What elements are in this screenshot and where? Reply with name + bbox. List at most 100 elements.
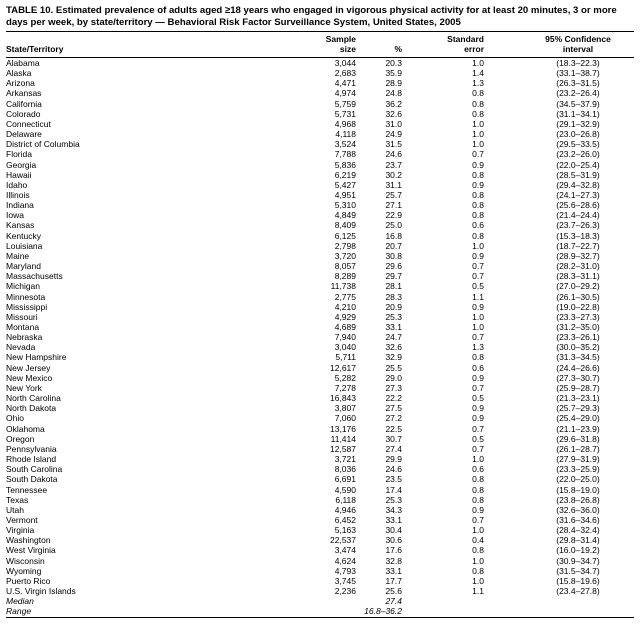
cell-standard-error: 0.9 (472, 250, 484, 261)
cell-confidence-interval: (31.1–34.1) (556, 108, 600, 119)
table-row: Florida 7,788 24.6 0.7 (23.2–26.0) (6, 149, 634, 159)
cell-standard-error: 0.8 (472, 189, 484, 200)
cell-standard-error: 1.0 (472, 575, 484, 586)
cell-standard-error: 0.9 (472, 301, 484, 312)
cell-confidence-interval (492, 596, 634, 606)
table-body: Alabama 3,044 20.3 1.0 (18.3–22.3) Alaska 2,68… (6, 57, 634, 617)
cell-percent: 25.7 (385, 189, 402, 200)
cell-standard-error: 1.0 (472, 311, 484, 322)
cell-confidence-interval: (28.9–32.7) (556, 250, 600, 261)
cell-percent: 24.9 (385, 129, 402, 140)
cell-state: Connecticut (6, 118, 51, 129)
cell-confidence-interval: (25.7–29.3) (556, 403, 600, 414)
cell-confidence-interval (492, 606, 634, 617)
cell-state: Delaware (6, 129, 42, 140)
table-row: Colorado 5,731 32.6 0.8 (31.1–34.1) (6, 109, 634, 119)
table-row: Indiana 5,310 27.1 0.8 (25.6–28.6) (6, 200, 634, 210)
cell-standard-error: 0.7 (472, 149, 484, 160)
cell-confidence-interval: (21.4–24.4) (556, 210, 600, 221)
cell-standard-error (402, 606, 492, 617)
table-row: Puerto Rico 3,745 17.7 1.0 (15.8–19.6) (6, 576, 634, 586)
cell-standard-error: 0.9 (472, 179, 484, 190)
cell-sample-size: 11,414 (330, 433, 356, 444)
cell-standard-error: 0.8 (472, 494, 484, 505)
cell-state: Minnesota (6, 291, 46, 302)
cell-confidence-interval: (26.3–31.5) (556, 78, 600, 89)
cell-confidence-interval: (15.3–18.3) (556, 230, 600, 241)
cell-state: Colorado (6, 108, 41, 119)
cell-standard-error: 1.0 (472, 57, 484, 68)
cell-percent: 20.9 (385, 301, 402, 312)
cell-sample-size: 5,731 (334, 108, 356, 119)
cell-standard-error: 0.7 (472, 443, 484, 454)
cell-state: Tennessee (6, 484, 48, 495)
cell-percent: 33.1 (385, 514, 402, 525)
cell-confidence-interval: (22.0–25.0) (556, 474, 600, 485)
prevalence-table: State/Territory Sample size % Standard e… (6, 32, 634, 618)
table-row: Kentucky 6,125 16.8 0.8 (15.3–18.3) (6, 231, 634, 241)
cell-state: Oklahoma (6, 423, 45, 434)
table-row: California 5,759 36.2 0.8 (34.5–37.9) (6, 99, 634, 109)
table-row: Washington 22,537 30.6 0.4 (29.8–31.4) (6, 535, 634, 545)
cell-percent: 30.2 (385, 169, 402, 180)
cell-state: South Carolina (6, 464, 63, 475)
cell-state: Oregon (6, 433, 35, 444)
table-row: West Virginia 3,474 17.6 0.8 (16.0–19.2) (6, 545, 634, 555)
cell-state: District of Columbia (6, 139, 80, 150)
cell-confidence-interval: (24.4–26.6) (556, 362, 600, 373)
cell-state: New York (6, 382, 42, 393)
table-row: Arkansas 4,974 24.8 0.8 (23.2–26.4) (6, 88, 634, 98)
cell-sample-size: 4,929 (334, 311, 356, 322)
table-row: Iowa 4,849 22.9 0.8 (21.4–24.4) (6, 210, 634, 220)
cell-sample-size (296, 596, 356, 606)
cell-confidence-interval: (28.2–31.0) (556, 261, 600, 272)
cell-percent: 22.2 (385, 393, 402, 404)
cell-sample-size: 6,452 (334, 514, 356, 525)
cell-confidence-interval: (23.2–26.4) (556, 88, 600, 99)
cell-percent: 33.1 (385, 322, 402, 332)
cell-confidence-interval: (26.1–30.5) (556, 291, 600, 302)
cell-sample-size: 3,524 (334, 139, 356, 150)
cell-confidence-interval: (23.8–26.8) (556, 494, 600, 505)
cell-confidence-interval: (26.1–28.7) (556, 443, 600, 454)
cell-percent: 24.7 (385, 332, 402, 343)
cell-sample-size: 4,590 (334, 484, 356, 495)
table-row: Alabama 3,044 20.3 1.0 (18.3–22.3) (6, 57, 634, 68)
table-row: Maryland 8,057 29.6 0.7 (28.2–31.0) (6, 261, 634, 271)
cell-standard-error: 1.1 (472, 586, 484, 597)
table-row: Texas 6,118 25.3 0.8 (23.8–26.8) (6, 495, 634, 505)
cell-sample-size: 8,057 (334, 261, 356, 272)
cell-state: Texas (6, 494, 29, 505)
cell-standard-error: 1.4 (472, 68, 484, 79)
cell-sample-size: 13,176 (330, 423, 356, 434)
cell-state: Puerto Rico (6, 575, 51, 586)
cell-percent: 29.9 (385, 454, 402, 465)
table-row: Alaska 2,683 35.9 1.4 (33.1–38.7) (6, 68, 634, 78)
cell-percent: 27.3 (385, 382, 402, 393)
table-row: Michigan 11,738 28.1 0.5 (27.0–29.2) (6, 281, 634, 291)
cell-standard-error: 0.8 (472, 210, 484, 221)
cell-percent: 23.7 (385, 159, 402, 170)
cell-standard-error: 0.7 (472, 382, 484, 393)
cell-state: Alaska (6, 68, 32, 79)
cell-sample-size: 8,036 (334, 464, 356, 475)
cell-sample-size: 4,946 (334, 504, 356, 515)
cell-sample-size: 2,775 (334, 291, 356, 302)
cell-sample-size: 3,044 (334, 57, 356, 68)
cell-sample-size: 3,807 (334, 403, 356, 414)
cell-percent: 16.8 (385, 230, 402, 241)
cell-sample-size: 11,738 (330, 281, 356, 292)
cell-standard-error: 1.0 (472, 129, 484, 140)
cell-sample-size: 6,118 (335, 494, 356, 505)
cell-standard-error: 0.5 (472, 433, 484, 444)
cell-confidence-interval: (19.0–22.8) (556, 301, 600, 312)
cell-percent: 31.0 (385, 118, 402, 129)
cell-standard-error: 1.0 (472, 240, 484, 251)
table-row: Arizona 4,471 28.9 1.3 (26.3–31.5) (6, 78, 634, 88)
cell-standard-error: 0.6 (472, 362, 484, 373)
cell-confidence-interval: (29.4–32.8) (556, 179, 600, 190)
cell-sample-size: 6,691 (334, 474, 356, 485)
table-row: North Carolina 16,843 22.2 0.5 (21.3–23.1) (6, 393, 634, 403)
cell-standard-error: 1.0 (472, 555, 484, 566)
col-header-state-label: State/Territory (6, 44, 64, 55)
